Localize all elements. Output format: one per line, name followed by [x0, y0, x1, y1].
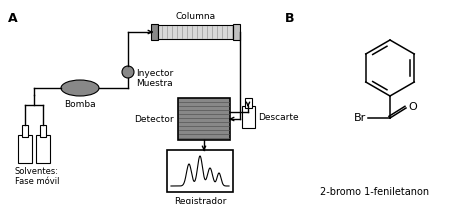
Text: Columna: Columna	[175, 12, 216, 21]
Text: A: A	[8, 12, 18, 25]
Text: O: O	[408, 102, 417, 112]
Text: Registrador: Registrador	[174, 197, 226, 204]
Circle shape	[122, 66, 134, 78]
Text: 2-bromo 1-feniletanon: 2-bromo 1-feniletanon	[320, 187, 429, 197]
Bar	[158, 25, 233, 39]
Text: Detector: Detector	[134, 114, 174, 123]
Text: Inyector
Muestra: Inyector Muestra	[136, 69, 173, 88]
Bar	[22, 125, 28, 137]
Text: Descarte: Descarte	[258, 112, 299, 122]
Ellipse shape	[61, 80, 99, 96]
Text: Solventes:
Fase móvil: Solventes: Fase móvil	[15, 167, 60, 186]
Bar	[18, 135, 32, 163]
Bar	[233, 24, 240, 40]
Bar	[167, 150, 233, 192]
Text: Bomba: Bomba	[64, 100, 96, 109]
Text: Br: Br	[354, 113, 366, 123]
Bar	[151, 24, 158, 40]
Text: B: B	[285, 12, 294, 25]
Bar	[40, 125, 46, 137]
Bar	[245, 98, 252, 108]
Bar	[36, 135, 50, 163]
Bar	[242, 106, 255, 128]
Bar	[178, 98, 230, 140]
